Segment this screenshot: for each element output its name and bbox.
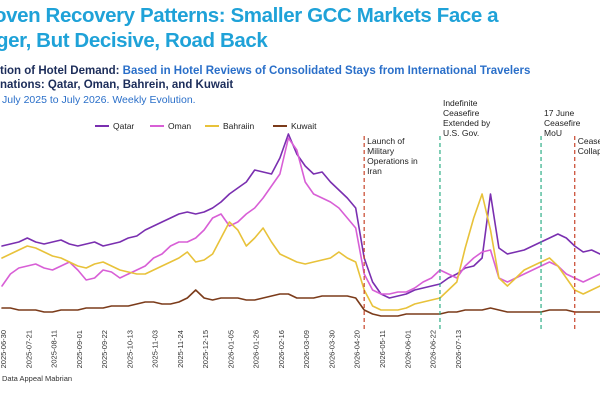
event-marker-label: Indefinite [443, 98, 478, 108]
chart-title-line-1: oven Recovery Patterns: Smaller GCC Mark… [0, 4, 499, 27]
event-marker-label: Collaps [578, 146, 600, 156]
legend-label: Kuwait [291, 121, 317, 131]
event-marker-label: U.S. Gov. [443, 128, 479, 138]
legend-item-oman: Oman [150, 121, 191, 131]
event-marker-label: Iran [367, 166, 382, 176]
x-tick-label: 2025-11-24 [176, 330, 185, 368]
x-tick-label: 2025-08-11 [50, 330, 59, 368]
x-tick-label: 2025-07-21 [24, 330, 33, 368]
legend-item-kuwait: Kuwait [273, 121, 317, 131]
series-line-oman [1, 137, 600, 295]
x-tick-label: 2026-01-05 [226, 330, 235, 368]
x-tick-label: 2026-03-30 [327, 330, 336, 368]
chart-subtitle-line-2: nations: Qatar, Oman, Bahrein, and Kuwai… [0, 79, 234, 91]
event-marker-label: Launch of [367, 136, 405, 146]
x-tick-label: 2026-07-13 [454, 330, 463, 368]
x-tick-label: 2025-06-30 [0, 330, 8, 368]
x-tick-label: 2025-11-03 [151, 330, 160, 368]
x-axis-tick-labels: 2025-06-30 2025-07-21 2025-08-11 2025-09-01… [0, 330, 463, 368]
series-line-kuwait [1, 289, 600, 317]
x-tick-label: 2026-01-26 [252, 330, 261, 368]
legend-item-qatar: Qatar [95, 121, 134, 131]
series-line-bahraiin [1, 193, 600, 311]
event-marker-label: Military [367, 146, 395, 156]
chart-legend: Qatar Oman Bahraiin Kuwait [95, 121, 317, 131]
source-note: Data Appeal Mabrian [2, 374, 73, 383]
x-tick-label: 2025-12-15 [201, 330, 210, 368]
legend-label: Qatar [113, 121, 134, 131]
chart-subtitle-line-1: tion of Hotel Demand: Based in Hotel Rev… [0, 65, 530, 77]
chart-title-line-2: ger, But Decisive, Road Back [0, 29, 268, 52]
event-marker-label: Ceasefire [443, 108, 480, 118]
x-tick-label: 2026-06-22 [429, 330, 438, 368]
event-marker-label: Ceasefire [544, 118, 581, 128]
subtitle-prefix: tion of Hotel Demand: [0, 65, 123, 77]
legend-label: Oman [168, 121, 191, 131]
event-marker-label: Extended by [443, 118, 491, 128]
event-marker-label: Operations in [367, 156, 418, 166]
x-tick-label: 2025-10-13 [125, 330, 134, 368]
chart-title: oven Recovery Patterns: Smaller GCC Mark… [0, 3, 600, 53]
x-tick-label: 2025-09-22 [100, 330, 109, 368]
chart-subtitle-line-3: July 2025 to July 2026. Weekly Evolution… [2, 94, 196, 106]
legend-label: Bahraiin [223, 121, 254, 131]
event-marker-4: CeasefirCollaps [574, 136, 600, 330]
subtitle-highlight: Based in Hotel Reviews of Consolidated S… [122, 65, 531, 77]
legend-item-bahraiin: Bahraiin [205, 121, 254, 131]
series-lines [1, 133, 600, 317]
x-tick-label: 2026-03-09 [302, 330, 311, 368]
x-tick-label: 2026-06-01 [403, 330, 412, 368]
event-marker-label: 17 June [544, 108, 575, 118]
x-tick-label: 2026-05-11 [378, 330, 387, 368]
x-tick-label: 2026-04-20 [353, 330, 362, 368]
x-tick-label: 2025-09-01 [75, 330, 84, 368]
series-line-qatar [1, 133, 600, 299]
event-marker-label: Ceasefir [578, 136, 600, 146]
event-marker-label: MoU [544, 128, 562, 138]
x-tick-label: 2026-02-16 [277, 330, 286, 368]
